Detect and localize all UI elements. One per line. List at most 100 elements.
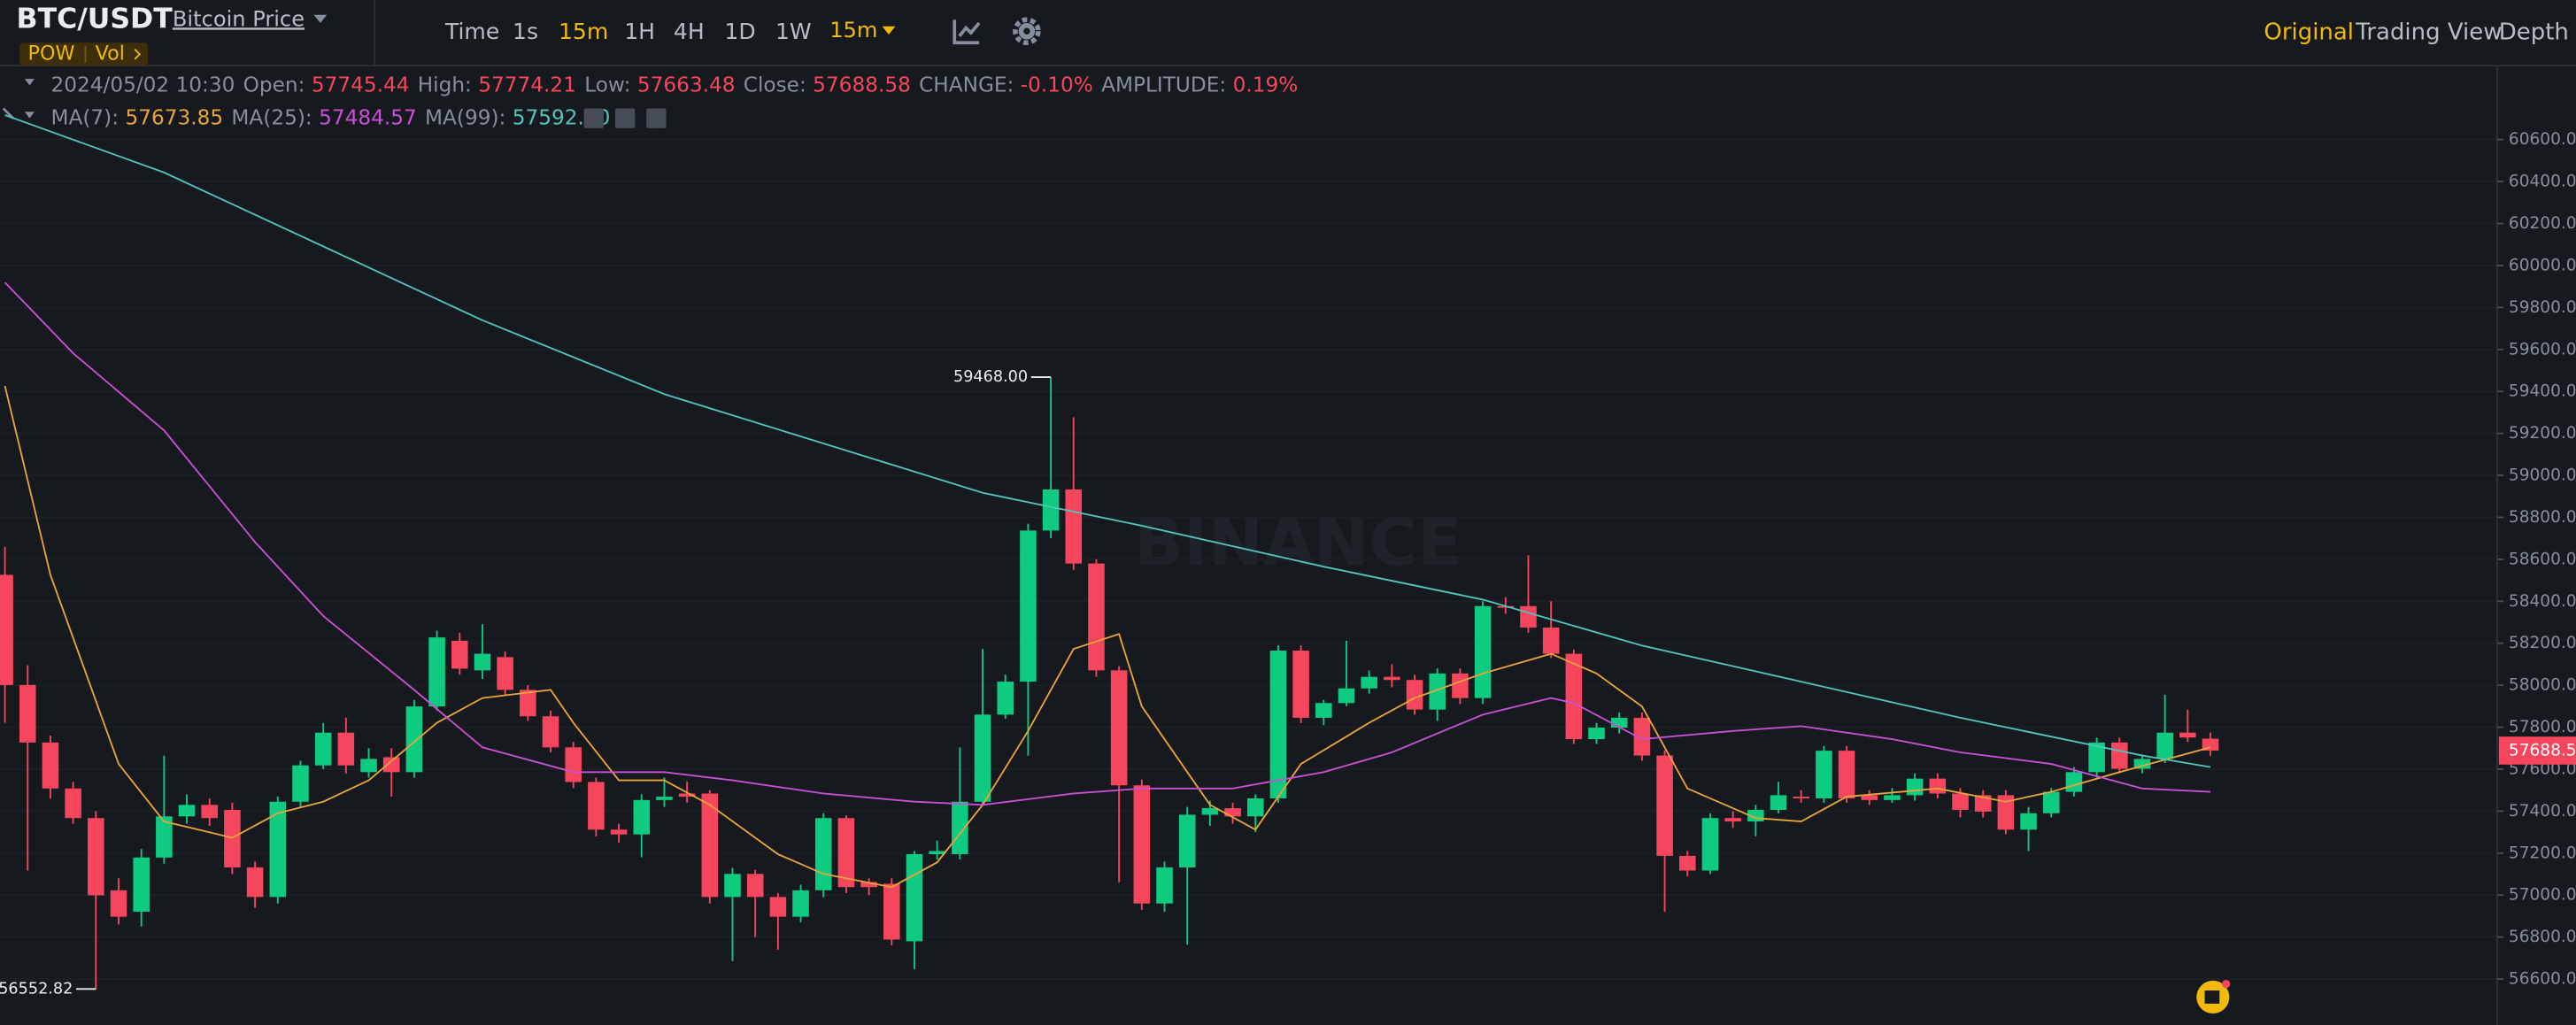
candle-body [1701,818,1719,871]
candle-body [633,799,651,835]
dropdown-icon[interactable] [313,14,328,23]
candle-body [19,684,36,743]
interval-dropdown[interactable]: 15m [829,18,877,42]
legend-value: -0.10% [1021,73,1093,96]
candle-body [678,793,696,798]
legend-value: 57663.48 [637,73,736,96]
ma-icon[interactable] [583,108,604,128]
watermark: BINANCE [1134,504,1462,581]
candle-body [1861,795,1878,800]
candle-body [1065,489,1083,564]
dropdown-icon[interactable] [882,26,896,35]
candle-body [1906,778,1924,796]
legend-label: Open: [243,73,305,96]
ma-value: 57484.57 [319,105,417,129]
candle-body [2111,742,2128,769]
candle-body [497,657,513,690]
candle-body [610,829,628,835]
ma-value: 57673.85 [125,105,223,129]
y-tick-label: 58400.00 [2509,592,2576,611]
y-tick-label: 56600.00 [2509,970,2576,989]
ma-label: MA(25): [231,105,312,129]
candle-body [2042,791,2060,813]
candle-body [974,714,991,802]
y-tick-label: 60600.00 [2509,130,2576,149]
candle-body [792,890,809,917]
view-tab[interactable]: Trading View [2355,19,2502,46]
candle-body [2156,732,2173,759]
y-tick-label: 60400.00 [2509,173,2576,191]
candle-body [542,716,559,748]
tag-box [19,42,149,66]
interval[interactable]: 15m [559,19,608,44]
collapse-icon[interactable] [24,112,35,119]
interval[interactable]: 4H [674,19,705,44]
interval[interactable]: 1W [775,19,812,44]
ma-line [4,281,2211,806]
candle-body [2088,742,2105,773]
ma-legend: MA(7): 57673.85 MA(25): 57484.57 MA(99): 5759… [51,105,611,129]
symbol[interactable]: BTC/USDT [17,3,174,35]
candle-body [1838,751,1855,798]
interval[interactable]: Time [444,19,499,44]
legend-value: 57774.21 [478,73,576,96]
candle-body [1724,818,1741,822]
candle-body [701,793,719,898]
interval[interactable]: 1H [624,19,655,44]
candle-body [1224,808,1241,817]
settings-icon[interactable] [1013,17,1041,46]
y-tick-label: 56800.00 [2509,928,2576,946]
candle-body [178,805,196,817]
y-tick-label: 60000.00 [2509,256,2576,274]
candle-body [565,747,582,782]
candle-body [906,854,923,942]
candle-body [1588,728,1605,740]
candle-body [1793,797,1809,798]
candle-body [1384,676,1400,681]
legend-label: Close: [744,73,806,96]
candle-body [314,732,332,766]
candle-body [656,797,673,800]
interval[interactable]: 1s [513,19,538,44]
candle-body [1678,855,1696,871]
ma-icon[interactable] [614,108,636,128]
view-tab[interactable]: Original [2264,19,2354,46]
candle-body [1088,563,1105,671]
legend-label: High: [418,73,472,96]
candle-body [88,818,104,896]
candle-body [724,874,741,898]
ma-icon[interactable] [646,108,667,128]
collapse-icon[interactable] [24,79,35,86]
notice-icon[interactable] [2196,979,2231,1014]
candle-body [1201,808,1219,815]
candle-body [337,732,355,766]
y-tick-label: 57800.00 [2509,718,2576,736]
legend-value: 0.19% [1233,73,1299,96]
subtitle[interactable]: Bitcoin Price [173,6,305,31]
candle-body [2202,738,2219,751]
candle-body [1997,795,2015,830]
candle-body [746,874,764,898]
candle-body [1929,778,1947,794]
candle-body [1974,795,1992,812]
y-tick-label: 58800.00 [2509,508,2576,527]
candle-body [1020,530,1037,682]
legend-label: Low: [584,73,630,96]
y-tick-label: 59400.00 [2509,382,2576,401]
y-tick-label: 59200.00 [2509,424,2576,443]
y-tick-label: 59600.00 [2509,340,2576,358]
candle-body [1452,673,1469,698]
candle-body [814,818,832,890]
y-tick-label: 60200.00 [2509,214,2576,233]
candle-body [1952,793,1969,810]
plot: 56600.00 56800.00 57000.00 57200.00 57400.00… [0,114,2576,998]
indicator-icon[interactable] [953,19,981,45]
legend-label: CHANGE: [919,73,1014,96]
interval[interactable]: 1D [724,19,755,44]
tag[interactable]: Vol [96,42,125,66]
ma-label: MA(7): [51,105,120,129]
candle-body [2020,813,2037,830]
view-tab[interactable]: Depth [2499,19,2569,46]
candle-body [2065,772,2083,792]
